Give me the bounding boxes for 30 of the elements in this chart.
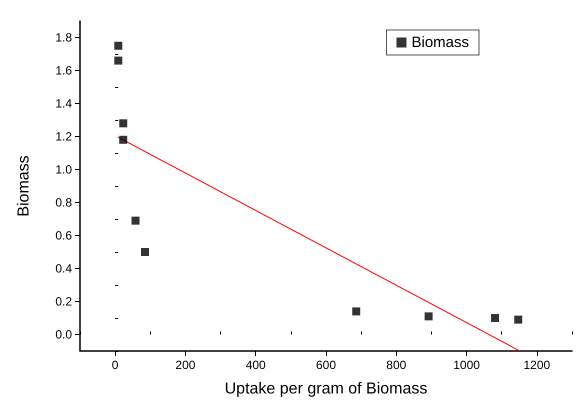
x-tick-label: 200	[175, 358, 196, 372]
x-tick-label: 1200	[524, 358, 551, 372]
x-tick-label: 400	[246, 358, 266, 372]
y-tick-label: 0.6	[55, 228, 72, 242]
x-tick-label: 1000	[453, 358, 480, 372]
y-tick-label: 0.4	[55, 262, 72, 276]
y-tick-label: 1.0	[55, 162, 72, 176]
point	[114, 56, 122, 65]
x-axis-title: Uptake per gram of Biomass	[224, 380, 428, 398]
x-tick-label: 800	[386, 358, 407, 372]
point	[514, 316, 522, 324]
x-tick-label: 0	[112, 358, 119, 372]
y-tick-label: 1.8	[55, 30, 72, 44]
y-axis-title: Biomass	[16, 155, 32, 217]
y-tick-label: 1.4	[55, 96, 72, 110]
point	[114, 42, 122, 50]
point	[119, 136, 128, 144]
point	[119, 119, 128, 128]
legend-label: Biomass	[411, 34, 470, 51]
y-tick-label: 0.0	[55, 328, 72, 342]
point	[132, 216, 140, 225]
point	[141, 248, 150, 256]
x-tick-label: 600	[316, 358, 336, 372]
y-tick-label: 0.8	[55, 196, 72, 210]
point	[491, 314, 500, 322]
point	[424, 312, 433, 320]
point	[352, 307, 360, 316]
y-tick-label: 1.2	[55, 130, 72, 144]
y-tick-label: 0.2	[55, 294, 72, 308]
y-tick-label: 1.6	[55, 64, 72, 78]
